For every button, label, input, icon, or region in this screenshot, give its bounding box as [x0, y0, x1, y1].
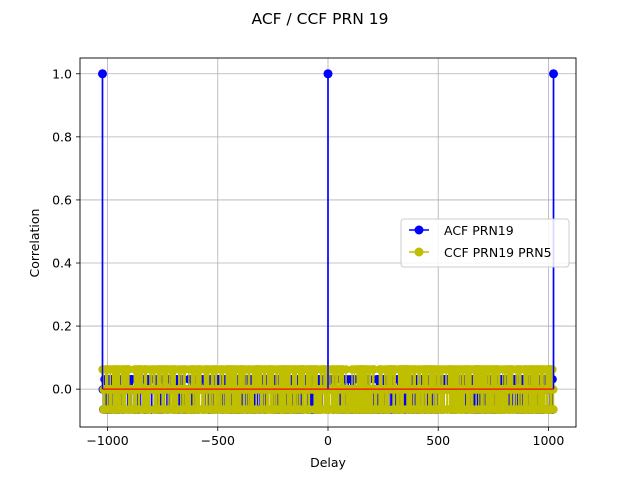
- x-axis-label: Delay: [310, 455, 346, 470]
- acf-peak-marker: [549, 69, 559, 79]
- data-point: [549, 405, 558, 414]
- x-tick-label: 1000: [533, 433, 565, 448]
- x-tick-label: −1000: [86, 433, 128, 448]
- acf-peak-marker: [97, 69, 107, 79]
- y-tick-label: 1.0: [52, 66, 72, 81]
- plot-area: [97, 69, 559, 414]
- legend-acf-label: ACF PRN19: [444, 223, 514, 238]
- x-axis: −1000 −500 0 500 1000: [86, 427, 564, 448]
- y-axis: 0.0 0.2 0.4 0.6 0.8 1.0: [52, 66, 80, 397]
- y-tick-label: 0.2: [52, 319, 72, 334]
- legend-ccf-label: CCF PRN19 PRN5: [444, 245, 552, 260]
- y-tick-label: 0.0: [52, 382, 72, 397]
- x-tick-label: −500: [201, 433, 235, 448]
- y-tick-label: 0.4: [52, 256, 72, 271]
- data-point: [548, 365, 557, 374]
- y-axis-label: Correlation: [27, 209, 42, 278]
- y-tick-label: 0.6: [52, 192, 72, 207]
- chart-title: ACF / CCF PRN 19: [252, 10, 389, 28]
- legend-acf-marker: [414, 225, 424, 235]
- legend-ccf-marker: [414, 247, 424, 257]
- legend: ACF PRN19 CCF PRN19 PRN5: [400, 218, 570, 268]
- data-point: [341, 365, 351, 374]
- x-tick-label: 500: [426, 433, 450, 448]
- y-tick-label: 0.8: [52, 129, 72, 144]
- x-tick-label: 0: [324, 433, 332, 448]
- acf-peak-marker: [323, 69, 333, 79]
